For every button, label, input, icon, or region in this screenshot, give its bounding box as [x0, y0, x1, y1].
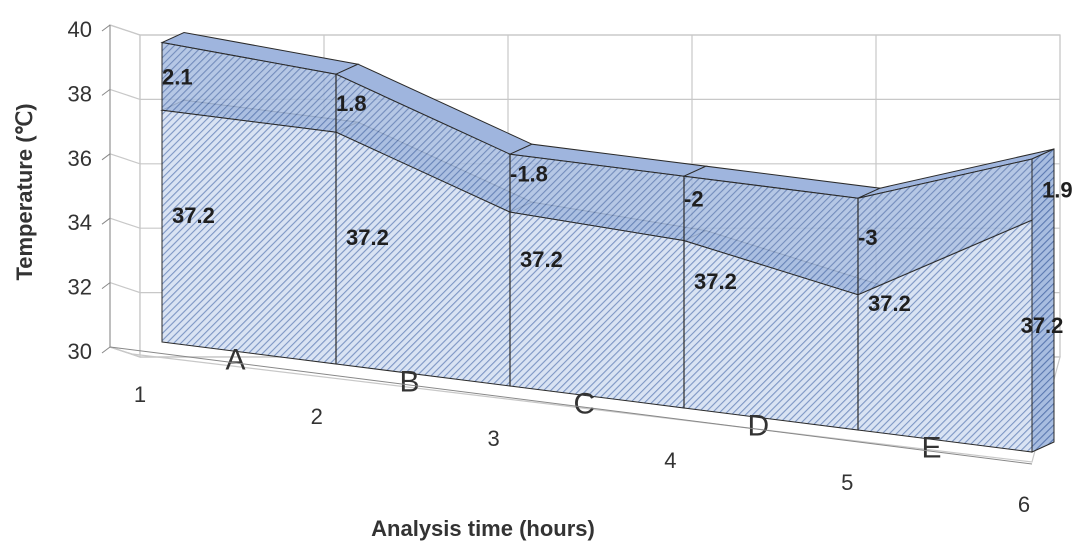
area-series: 37.2 37.2 37.2 37.2 37.2 37.2 2.1 1.8 -1.8 -2 -3 1.… — [160, 31, 1073, 465]
x-tick-label: 6 — [1018, 492, 1030, 517]
data-label-base-5: 37.2 — [868, 291, 911, 316]
y-tick-mark — [101, 217, 111, 225]
data-label-delta-5: -3 — [858, 225, 878, 250]
data-label-delta-6: 1.9 — [1042, 178, 1073, 203]
data-label-delta-2: 1.8 — [336, 91, 367, 116]
y-tick-label: 40 — [68, 17, 92, 42]
y-tick-mark — [101, 346, 111, 354]
data-label-base-4: 37.2 — [694, 269, 737, 294]
y-tick-label: 36 — [68, 146, 92, 171]
y-axis-title: Temperature (℃) — [12, 103, 37, 280]
x-axis-line — [109, 346, 1033, 465]
y-tick-mark — [101, 153, 111, 161]
x-tick-label: 3 — [487, 426, 499, 451]
y-tick-label: 32 — [68, 275, 92, 300]
y-tick-label: 30 — [68, 339, 92, 364]
y-gridline — [109, 24, 1060, 36]
segment-label-C: C — [574, 388, 596, 421]
x-tick-label: 5 — [841, 470, 853, 495]
segment-label-E: E — [922, 432, 942, 465]
segment-label-D: D — [748, 410, 770, 443]
segment-label-B: B — [400, 366, 420, 399]
side-wall — [109, 24, 141, 358]
end-cap — [1031, 148, 1055, 453]
data-label-base-1: 37.2 — [172, 203, 215, 228]
y-tick-mark — [101, 89, 111, 96]
series-1-front-face — [161, 109, 337, 365]
x-tick-label: 1 — [134, 382, 146, 407]
x-axis-title: Analysis time (hours) — [371, 516, 595, 541]
data-label-base-2: 37.2 — [346, 225, 389, 250]
x-tick-label: 4 — [664, 448, 676, 473]
data-label-base-6: 37.2 — [1021, 313, 1064, 338]
data-label-base-3: 37.2 — [520, 247, 563, 272]
y-tick-mark — [101, 24, 111, 32]
data-label-delta-4: -2 — [684, 187, 704, 212]
data-label-delta-1: 2.1 — [162, 64, 193, 89]
y-tick-label: 34 — [68, 210, 92, 235]
series-1-front-face — [509, 211, 685, 409]
y-tick-label: 38 — [68, 81, 92, 106]
y-tick-mark — [101, 282, 111, 290]
data-label-delta-3: -1.8 — [510, 161, 548, 186]
x-tick-label: 2 — [311, 404, 323, 429]
segment-label-A: A — [226, 344, 246, 377]
